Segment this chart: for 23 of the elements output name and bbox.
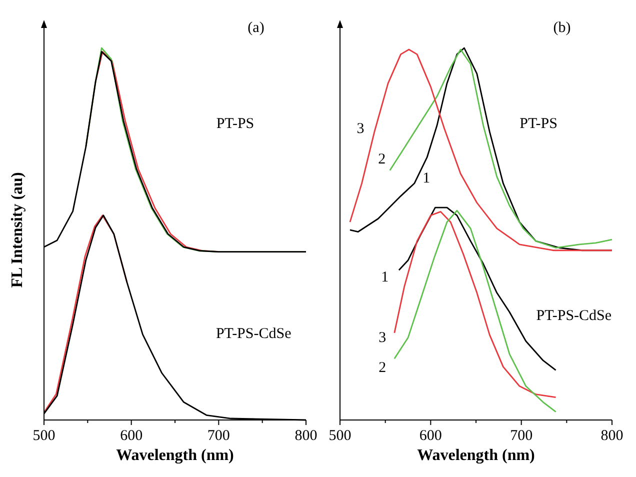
x-axis-title: Wavelength (nm) [116,447,234,464]
x-tick-label: 800 [600,428,624,444]
x-tick-label: 700 [510,428,533,444]
annotation: PT-PS-CdSe [536,308,612,324]
annotation: PT-PS-CdSe [216,326,292,342]
x-tick-label: 800 [294,428,318,444]
x-tick-label: 500 [328,428,352,444]
text: (b) [553,20,571,36]
series-label: 1 [422,170,430,187]
x-tick-label: 600 [120,428,143,444]
x-axis-title: Wavelength (nm) [417,447,535,464]
y-axis-title: FL Intensity (au) [9,172,26,288]
series-label: 2 [378,360,386,376]
annotation: PT-PS [216,116,254,132]
x-tick-label: 600 [419,428,442,444]
annotation: PT-PS [520,116,558,132]
series-label: 3 [356,120,364,137]
series-label: 3 [378,330,386,346]
series-label: 2 [378,152,386,168]
series-label: 1 [381,269,389,286]
text: (a) [248,20,264,36]
x-tick-label: 500 [32,428,56,444]
x-tick-label: 700 [207,428,230,444]
